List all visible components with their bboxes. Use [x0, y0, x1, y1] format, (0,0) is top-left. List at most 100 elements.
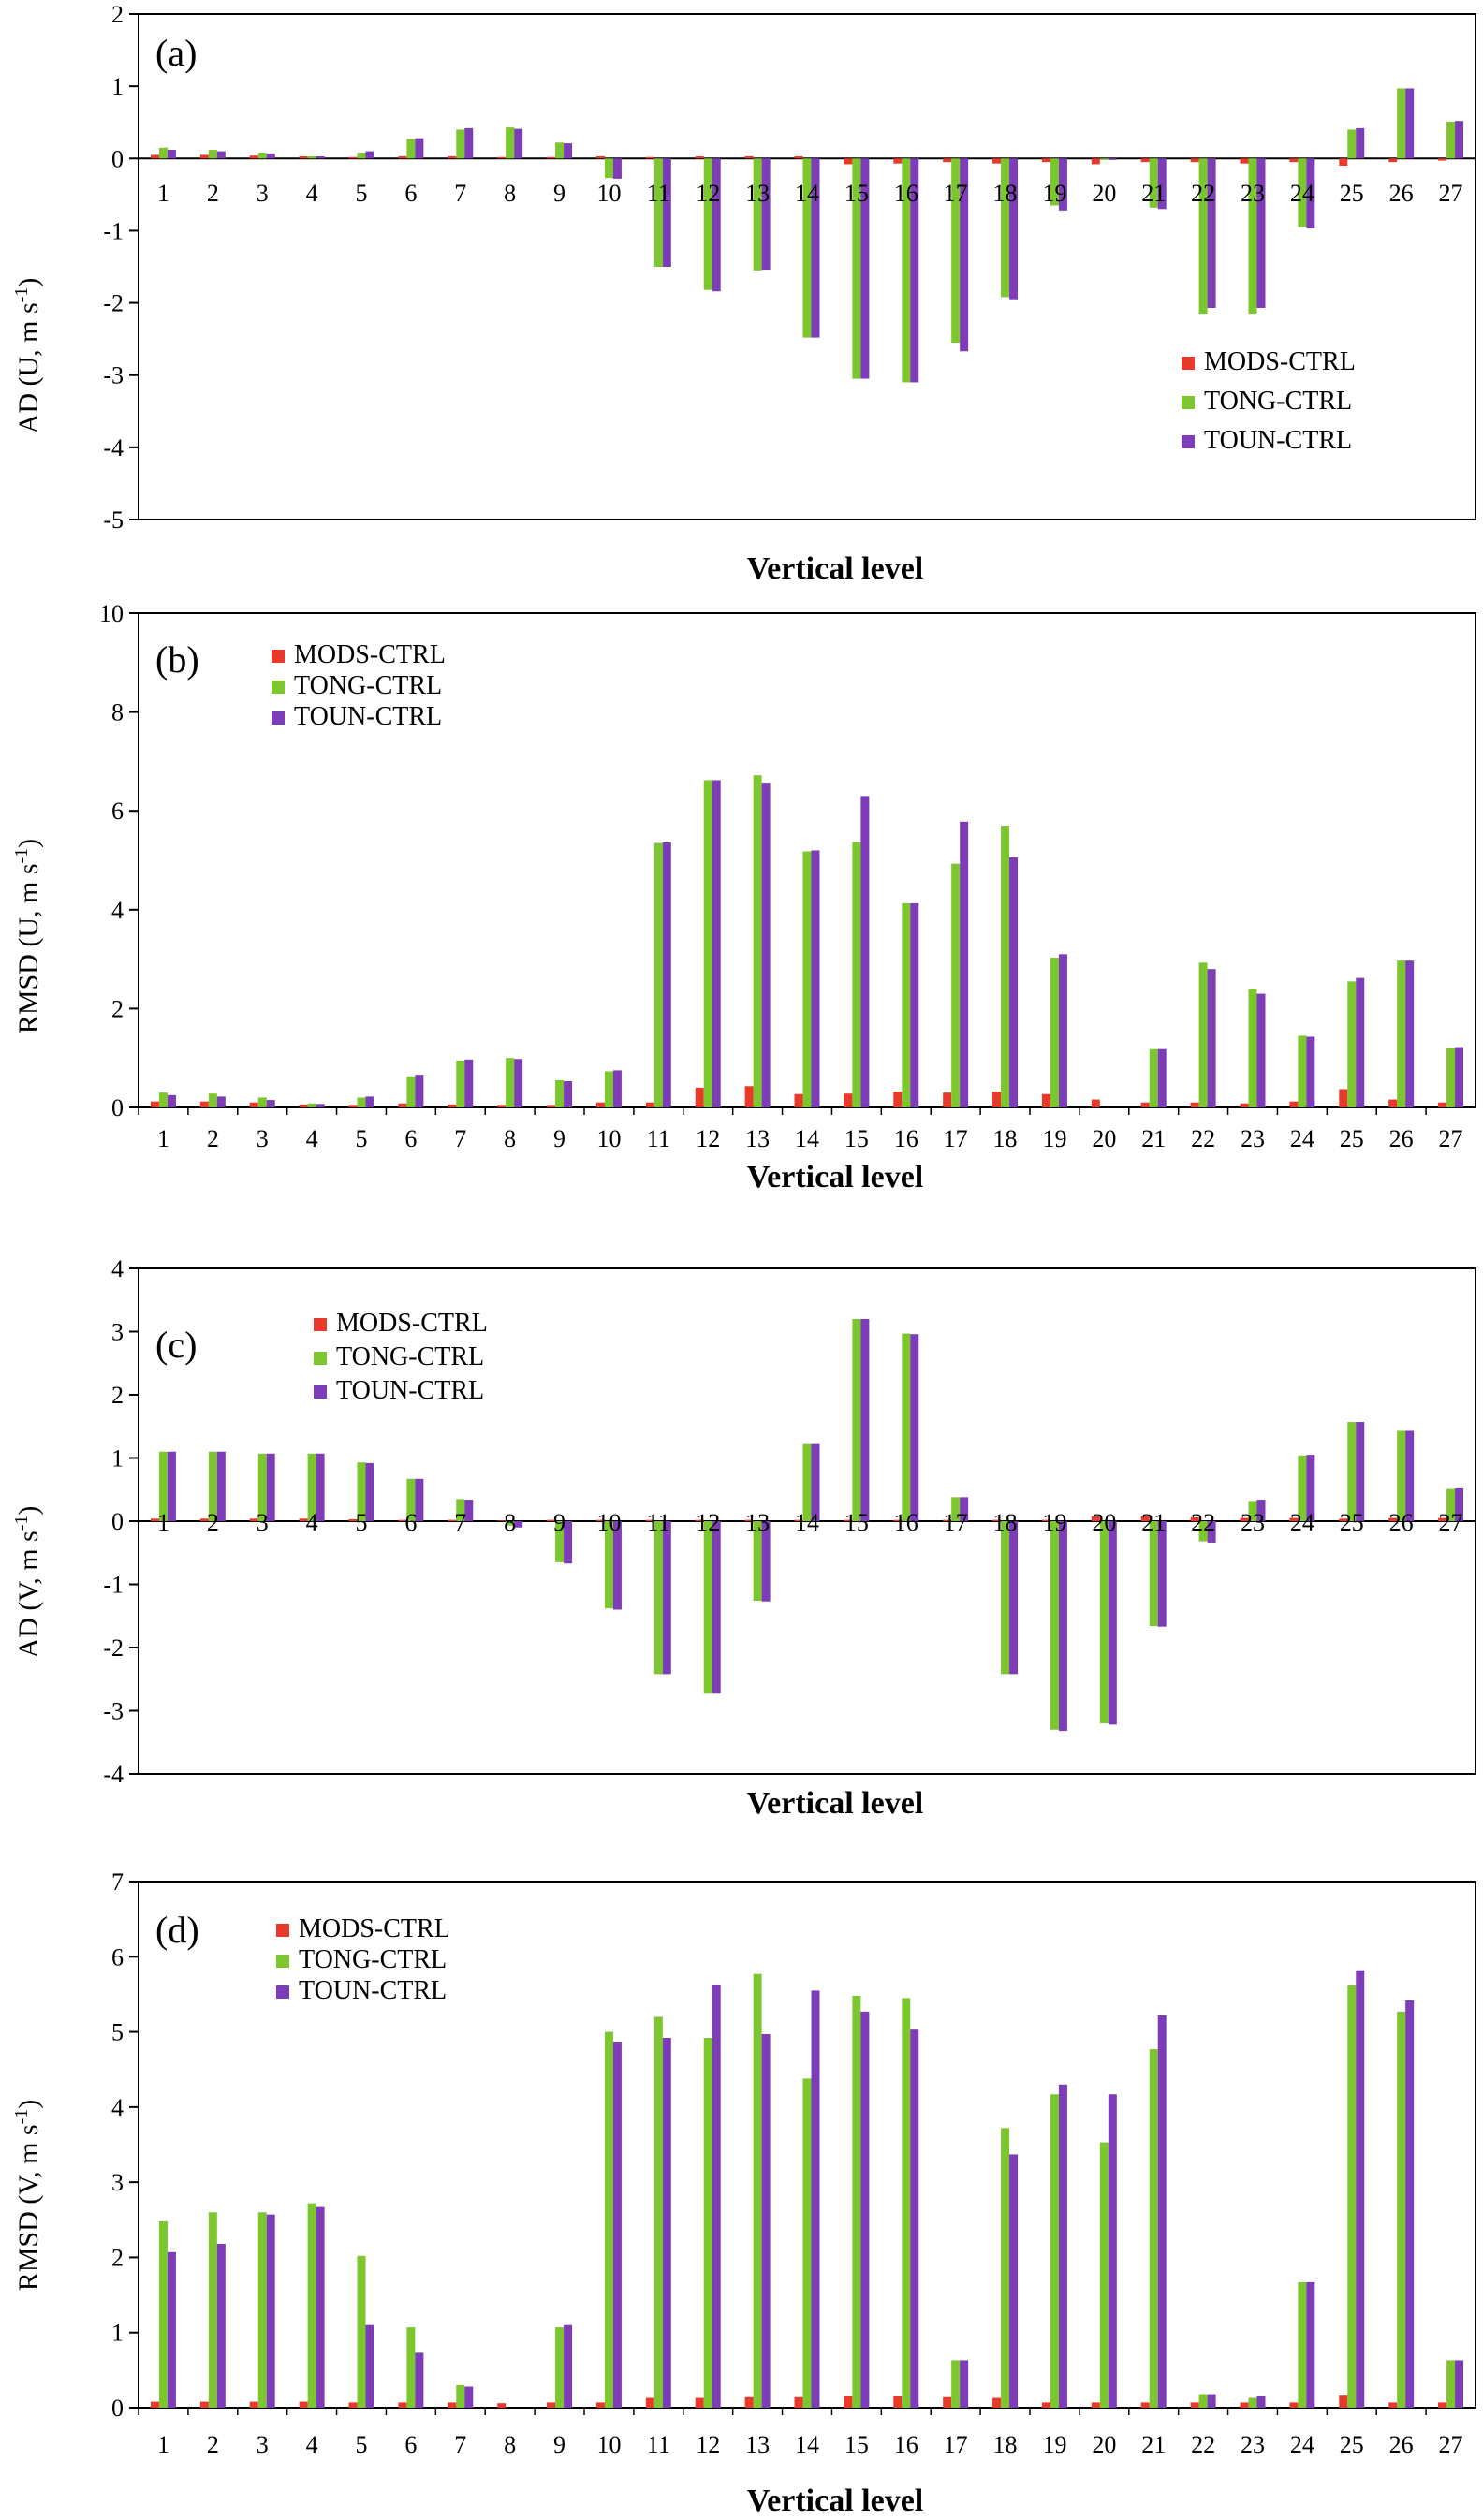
- legend-swatch: [1182, 396, 1195, 409]
- x-tick-label: 26: [1389, 180, 1414, 207]
- y-tick-label: 6: [111, 798, 124, 825]
- x-tick-label: 13: [745, 1509, 770, 1536]
- bar-mods-ctrl-3: [249, 1102, 258, 1107]
- x-tick-label: 27: [1439, 1125, 1463, 1152]
- x-tick-label: 7: [454, 1509, 466, 1536]
- bar-toun-ctrl-21: [1157, 1048, 1167, 1107]
- bar-mods-ctrl-9: [547, 1519, 556, 1521]
- x-tick-label: 24: [1290, 2431, 1314, 2458]
- x-tick-label: 23: [1241, 1509, 1265, 1536]
- bar-mods-ctrl-14: [794, 1519, 803, 1521]
- bar-tong-ctrl-4: [307, 155, 316, 159]
- bar-toun-ctrl-9: [564, 143, 573, 159]
- bar-toun-ctrl-1: [167, 1451, 176, 1521]
- bar-mods-ctrl-17: [943, 158, 952, 163]
- bar-mods-ctrl-15: [844, 2395, 853, 2408]
- bar-tong-ctrl-13: [753, 158, 762, 271]
- bar-toun-ctrl-4: [316, 1453, 325, 1521]
- bar-mods-ctrl-15: [844, 1093, 853, 1107]
- bar-toun-ctrl-10: [612, 1521, 622, 1610]
- y-tick-label: 2: [111, 2244, 124, 2271]
- x-tick-label: 5: [356, 2431, 368, 2458]
- bar-tong-ctrl-11: [653, 158, 663, 267]
- x-tick-label: 13: [745, 2431, 770, 2458]
- bar-toun-ctrl-7: [464, 127, 474, 159]
- y-tick-label: 3: [111, 1319, 124, 1346]
- bar-tong-ctrl-15: [852, 1319, 861, 1521]
- bar-mods-ctrl-8: [497, 1105, 507, 1107]
- x-tick-label: 24: [1290, 180, 1314, 207]
- bar-tong-ctrl-12: [703, 780, 712, 1107]
- y-tick-label: 0: [111, 1508, 124, 1535]
- bar-toun-ctrl-19: [1058, 2084, 1067, 2408]
- bar-toun-ctrl-2: [216, 1451, 226, 1521]
- bar-mods-ctrl-5: [348, 1105, 358, 1107]
- x-tick-label: 15: [844, 2431, 869, 2458]
- bar-mods-ctrl-2: [199, 154, 209, 159]
- bar-toun-ctrl-13: [761, 1521, 771, 1602]
- x-tick-label: 23: [1241, 180, 1265, 207]
- bar-toun-ctrl-5: [365, 1096, 374, 1107]
- x-tick-label: 11: [647, 180, 670, 207]
- bar-toun-ctrl-17: [960, 2360, 969, 2408]
- bar-toun-ctrl-4: [316, 155, 325, 159]
- bar-mods-ctrl-13: [744, 1519, 754, 1521]
- x-tick-label: 14: [795, 1125, 819, 1152]
- y-tick-label: -1: [103, 217, 124, 244]
- x-tick-label: 17: [944, 1509, 968, 1536]
- bar-mods-ctrl-6: [398, 155, 407, 159]
- bar-tong-ctrl-6: [406, 1478, 416, 1521]
- bar-mods-ctrl-3: [249, 155, 258, 159]
- bar-toun-ctrl-7: [464, 2386, 474, 2408]
- bar-mods-ctrl-15: [844, 158, 853, 165]
- bar-tong-ctrl-14: [802, 1443, 812, 1521]
- legend-label: TOUN-CTRL: [1204, 426, 1352, 455]
- bar-tong-ctrl-20: [1099, 158, 1109, 160]
- bar-mods-ctrl-26: [1388, 1517, 1398, 1522]
- bar-mods-ctrl-7: [448, 155, 457, 159]
- bar-mods-ctrl-22: [1190, 1516, 1199, 1521]
- bar-mods-ctrl-7: [448, 1104, 457, 1107]
- y-tick-label: 8: [111, 699, 124, 726]
- bar-tong-ctrl-10: [604, 1071, 613, 1107]
- bar-toun-ctrl-15: [860, 1319, 870, 1521]
- bar-mods-ctrl-14: [794, 1093, 803, 1107]
- x-tick-label: 6: [404, 1509, 417, 1536]
- bar-tong-ctrl-13: [753, 1973, 762, 2408]
- x-tick-label: 15: [844, 1509, 869, 1536]
- bar-tong-ctrl-19: [1050, 958, 1059, 1107]
- bar-tong-ctrl-22: [1198, 2394, 1208, 2408]
- bar-mods-ctrl-23: [1240, 2402, 1249, 2408]
- bar-tong-ctrl-5: [357, 1462, 366, 1521]
- x-tick-label: 18: [993, 1509, 1018, 1536]
- x-tick-label: 8: [504, 2431, 516, 2458]
- x-tick-label: 17: [944, 1125, 968, 1152]
- x-tick-label: 19: [1042, 180, 1066, 207]
- bar-mods-ctrl-12: [695, 1087, 704, 1107]
- bar-mods-ctrl-1: [150, 2401, 159, 2408]
- x-tick-label: 1: [157, 180, 169, 207]
- x-tick-label: 16: [894, 1509, 918, 1536]
- x-tick-label: 5: [356, 1125, 368, 1152]
- bar-toun-ctrl-4: [316, 2206, 325, 2408]
- bar-tong-ctrl-18: [1001, 158, 1010, 298]
- bar-mods-ctrl-23: [1240, 1517, 1249, 1522]
- bar-tong-ctrl-7: [456, 2384, 465, 2408]
- x-tick-label: 5: [356, 1509, 368, 1536]
- legend-label: TONG-CTRL: [299, 1945, 447, 1974]
- bar-toun-ctrl-8: [514, 1059, 523, 1107]
- y-tick-label: 2: [111, 995, 124, 1022]
- bar-tong-ctrl-9: [555, 142, 565, 159]
- bar-toun-ctrl-12: [712, 158, 721, 292]
- bar-tong-ctrl-10: [604, 158, 613, 179]
- bar-mods-ctrl-26: [1388, 1099, 1398, 1107]
- bar-mods-ctrl-18: [992, 158, 1002, 164]
- bar-mods-ctrl-12: [695, 155, 704, 159]
- bar-toun-ctrl-26: [1405, 1430, 1415, 1521]
- bar-mods-ctrl-17: [943, 1092, 952, 1107]
- x-tick-label: 25: [1340, 2431, 1364, 2458]
- bar-mods-ctrl-25: [1339, 1518, 1348, 1521]
- bar-tong-ctrl-23: [1248, 2397, 1257, 2408]
- bar-toun-ctrl-5: [365, 2324, 374, 2408]
- bar-toun-ctrl-6: [415, 1478, 424, 1521]
